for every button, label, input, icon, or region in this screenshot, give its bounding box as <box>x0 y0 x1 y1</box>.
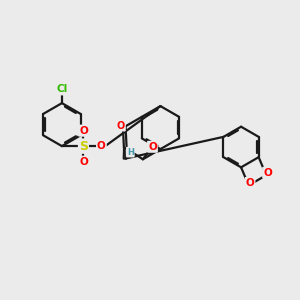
Text: O: O <box>79 157 88 166</box>
Text: S: S <box>79 140 88 153</box>
Text: O: O <box>79 126 88 136</box>
Text: O: O <box>116 121 125 130</box>
Text: O: O <box>148 142 157 152</box>
Text: O: O <box>246 178 254 188</box>
Text: H: H <box>127 148 134 157</box>
Text: O: O <box>79 157 88 166</box>
Text: O: O <box>148 142 157 152</box>
Text: Cl: Cl <box>56 84 68 94</box>
Text: O: O <box>116 121 125 130</box>
Text: O: O <box>79 126 88 136</box>
Text: O: O <box>263 168 272 178</box>
Text: O: O <box>97 141 106 151</box>
Text: O: O <box>263 168 272 178</box>
Text: O: O <box>246 178 254 188</box>
Text: S: S <box>79 140 88 153</box>
Text: O: O <box>97 141 106 151</box>
Text: H: H <box>127 148 134 157</box>
Text: Cl: Cl <box>56 84 68 94</box>
